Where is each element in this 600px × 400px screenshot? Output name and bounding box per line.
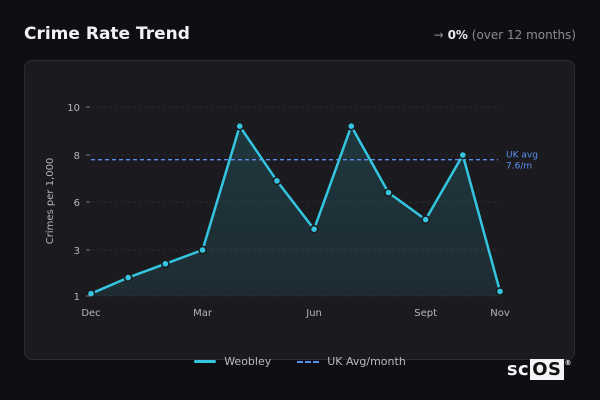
change-value: 0% [447,28,468,42]
trend-arrow-icon: → [433,28,444,42]
series-area [91,126,500,296]
data-point [346,121,356,131]
reference-value-label: 7.6/m [506,162,532,172]
legend-label-reference: UK Avg/month [327,355,406,368]
legend-swatch-solid [194,360,217,363]
logo-text: sc [506,359,530,380]
x-tick-label: Jun [305,308,322,319]
legend-label-series: Weobley [224,355,272,368]
y-axis-label: Crimes per 1,000 [45,158,56,245]
data-point [235,121,245,131]
x-tick-label: Mar [193,308,213,319]
data-point [309,224,319,234]
y-tick-label: 8 [74,151,80,162]
data-point [198,245,207,255]
axis-labels: 1 3 6 8 10 Crimes per 1,000 Dec Mar Jun Sept Nov [45,103,510,319]
legend-item-series[interactable]: Weobley [194,355,271,368]
legend-swatch-dashed [297,360,320,363]
x-tick-label: Sept [414,308,437,319]
brand-logo: sc OS ® [507,359,572,380]
data-point [160,259,170,269]
y-tick-label: 6 [74,198,80,209]
data-point [123,273,133,282]
chart-title: Crime Rate Trend [24,24,190,44]
series-line-group [89,124,502,295]
data-point [384,188,393,197]
data-point [495,286,505,296]
logo-registered-mark: ® [564,359,572,367]
legend-item-reference[interactable]: UK Avg/month [297,355,406,368]
area-fill [91,126,500,296]
x-tick-label: Nov [490,308,510,319]
y-tick-label: 10 [67,103,80,114]
legend: Weobley UK Avg/month [0,355,600,368]
logo-boxed-text: OS [530,359,564,380]
reference-label: UK avg [506,151,538,161]
change-period: (over 12 months) [471,28,576,42]
y-tick-label: 3 [74,246,80,257]
y-tick-label: 1 [74,292,80,303]
data-points [86,121,505,299]
data-point [272,176,282,186]
series-line [89,124,502,295]
x-tick-label: Dec [81,308,100,319]
change-summary: → 0% (over 12 months) [434,28,576,42]
data-point [421,215,431,224]
data-point [458,150,468,160]
